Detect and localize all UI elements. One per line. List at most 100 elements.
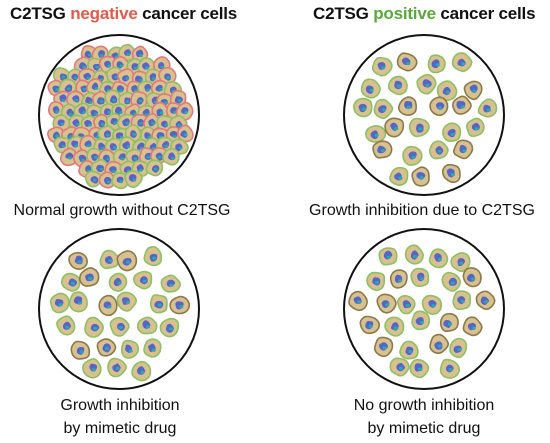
cancer-cell xyxy=(399,340,419,360)
header-negative: C2TSG negative cancer cells xyxy=(10,4,237,24)
cancer-cell xyxy=(462,316,483,337)
cancer-cell xyxy=(373,98,394,119)
cancer-cell xyxy=(133,270,153,290)
cancer-cell xyxy=(149,294,168,314)
cancer-cell xyxy=(463,80,483,101)
cancer-cell xyxy=(118,43,137,62)
cancer-cell xyxy=(108,272,128,292)
cancer-cell xyxy=(429,140,449,160)
cancer-cell xyxy=(442,122,462,143)
cancer-cell xyxy=(84,170,102,188)
cancer-cell xyxy=(79,267,100,287)
cancer-cell xyxy=(384,117,405,138)
cancer-cell xyxy=(439,312,459,333)
cancer-cell xyxy=(49,292,70,314)
dish-border xyxy=(343,34,505,196)
cancer-cell xyxy=(152,56,171,74)
cancer-cell xyxy=(60,272,81,292)
cancer-cell xyxy=(53,136,71,154)
cancer-cell xyxy=(439,358,461,379)
cancer-cell xyxy=(462,267,482,288)
header-positive-prefix: C2TSG xyxy=(313,4,374,23)
cancer-cell xyxy=(159,317,180,338)
cancer-cell xyxy=(402,145,423,166)
caption-line: Normal growth without C2TSG xyxy=(13,202,231,219)
dish-top-right xyxy=(343,34,505,196)
cancer-cell xyxy=(449,337,468,359)
cancer-cell xyxy=(376,293,397,314)
dish-top-left xyxy=(38,34,200,196)
cancer-cell xyxy=(411,310,431,331)
cancer-cell xyxy=(116,291,137,312)
cancer-cell xyxy=(116,250,138,272)
header-positive-highlight: positive xyxy=(373,4,436,23)
cancer-cell xyxy=(441,271,461,292)
cancer-cell xyxy=(384,316,405,337)
cancer-cell xyxy=(465,117,485,138)
cells-top-left xyxy=(47,43,194,190)
cancer-cell xyxy=(373,336,394,358)
header-negative-suffix: cancer cells xyxy=(137,4,238,23)
cancer-cell xyxy=(396,52,418,72)
cancer-cell xyxy=(348,290,368,312)
cancer-cell xyxy=(441,163,461,184)
header-positive-suffix: cancer cells xyxy=(435,4,536,23)
cancer-cell xyxy=(429,96,449,117)
dish-bottom-right xyxy=(343,228,505,390)
cancer-cell xyxy=(96,338,117,357)
cancer-cell xyxy=(120,339,140,359)
cancer-cell xyxy=(408,117,430,138)
cancer-cell xyxy=(160,274,181,293)
cancer-cell xyxy=(452,290,472,310)
dish-bottom-left xyxy=(38,228,200,390)
caption-line: Growth inhibition xyxy=(60,397,180,414)
cancer-cell xyxy=(389,357,410,377)
cancer-cell xyxy=(136,316,158,335)
header-negative-highlight: negative xyxy=(70,4,138,23)
cells-top-right xyxy=(353,52,498,187)
cancer-cell xyxy=(452,95,472,115)
cancer-cell xyxy=(404,244,424,265)
caption-top-left: Normal growth without C2TSG xyxy=(0,199,244,222)
cells-bottom-left xyxy=(49,245,191,382)
cancer-cell xyxy=(372,140,393,159)
caption-top-right: Growth inhibition due to C2TSG xyxy=(296,199,548,222)
cancer-cell xyxy=(396,294,416,315)
cancer-cell xyxy=(107,357,127,378)
caption-line: Growth inhibition due to C2TSG xyxy=(309,202,535,219)
cancer-cell xyxy=(176,124,194,143)
cancer-cell xyxy=(124,170,143,189)
cancer-cell xyxy=(162,147,180,166)
cancer-cell xyxy=(428,248,449,269)
cancer-cell xyxy=(421,294,443,315)
caption-bottom-right: No growth inhibition by mimetic drug xyxy=(300,394,548,440)
cancer-cell xyxy=(378,247,398,266)
caption-bottom-left: Growth inhibition by mimetic drug xyxy=(0,394,240,440)
cancer-cell xyxy=(131,360,152,382)
cancer-cell xyxy=(56,315,76,336)
cancer-cell xyxy=(68,251,88,270)
dish-border xyxy=(38,228,200,390)
cancer-cell xyxy=(397,96,418,116)
cancer-cell xyxy=(371,56,393,77)
cancer-cell xyxy=(365,125,387,143)
caption-line: No growth inhibition xyxy=(353,397,495,414)
cancer-cell xyxy=(359,315,381,335)
header-negative-prefix: C2TSG xyxy=(10,4,71,23)
cancer-cell xyxy=(104,89,122,107)
cancer-cell xyxy=(409,358,430,379)
cancer-cell xyxy=(387,75,408,96)
cancer-cell xyxy=(366,271,386,292)
cancer-cell xyxy=(98,294,118,317)
cancer-cell xyxy=(97,125,116,144)
caption-line: by mimetic drug xyxy=(63,420,177,437)
header-positive: C2TSG positive cancer cells xyxy=(313,4,536,24)
cancer-cell xyxy=(453,139,474,160)
cancer-cell xyxy=(109,316,130,337)
cancer-cell xyxy=(475,290,496,310)
cancer-cell xyxy=(410,267,430,288)
cancer-cell xyxy=(111,172,129,190)
cancer-cell xyxy=(84,316,104,338)
cancer-cell xyxy=(451,52,473,73)
cancer-cell xyxy=(70,340,91,360)
